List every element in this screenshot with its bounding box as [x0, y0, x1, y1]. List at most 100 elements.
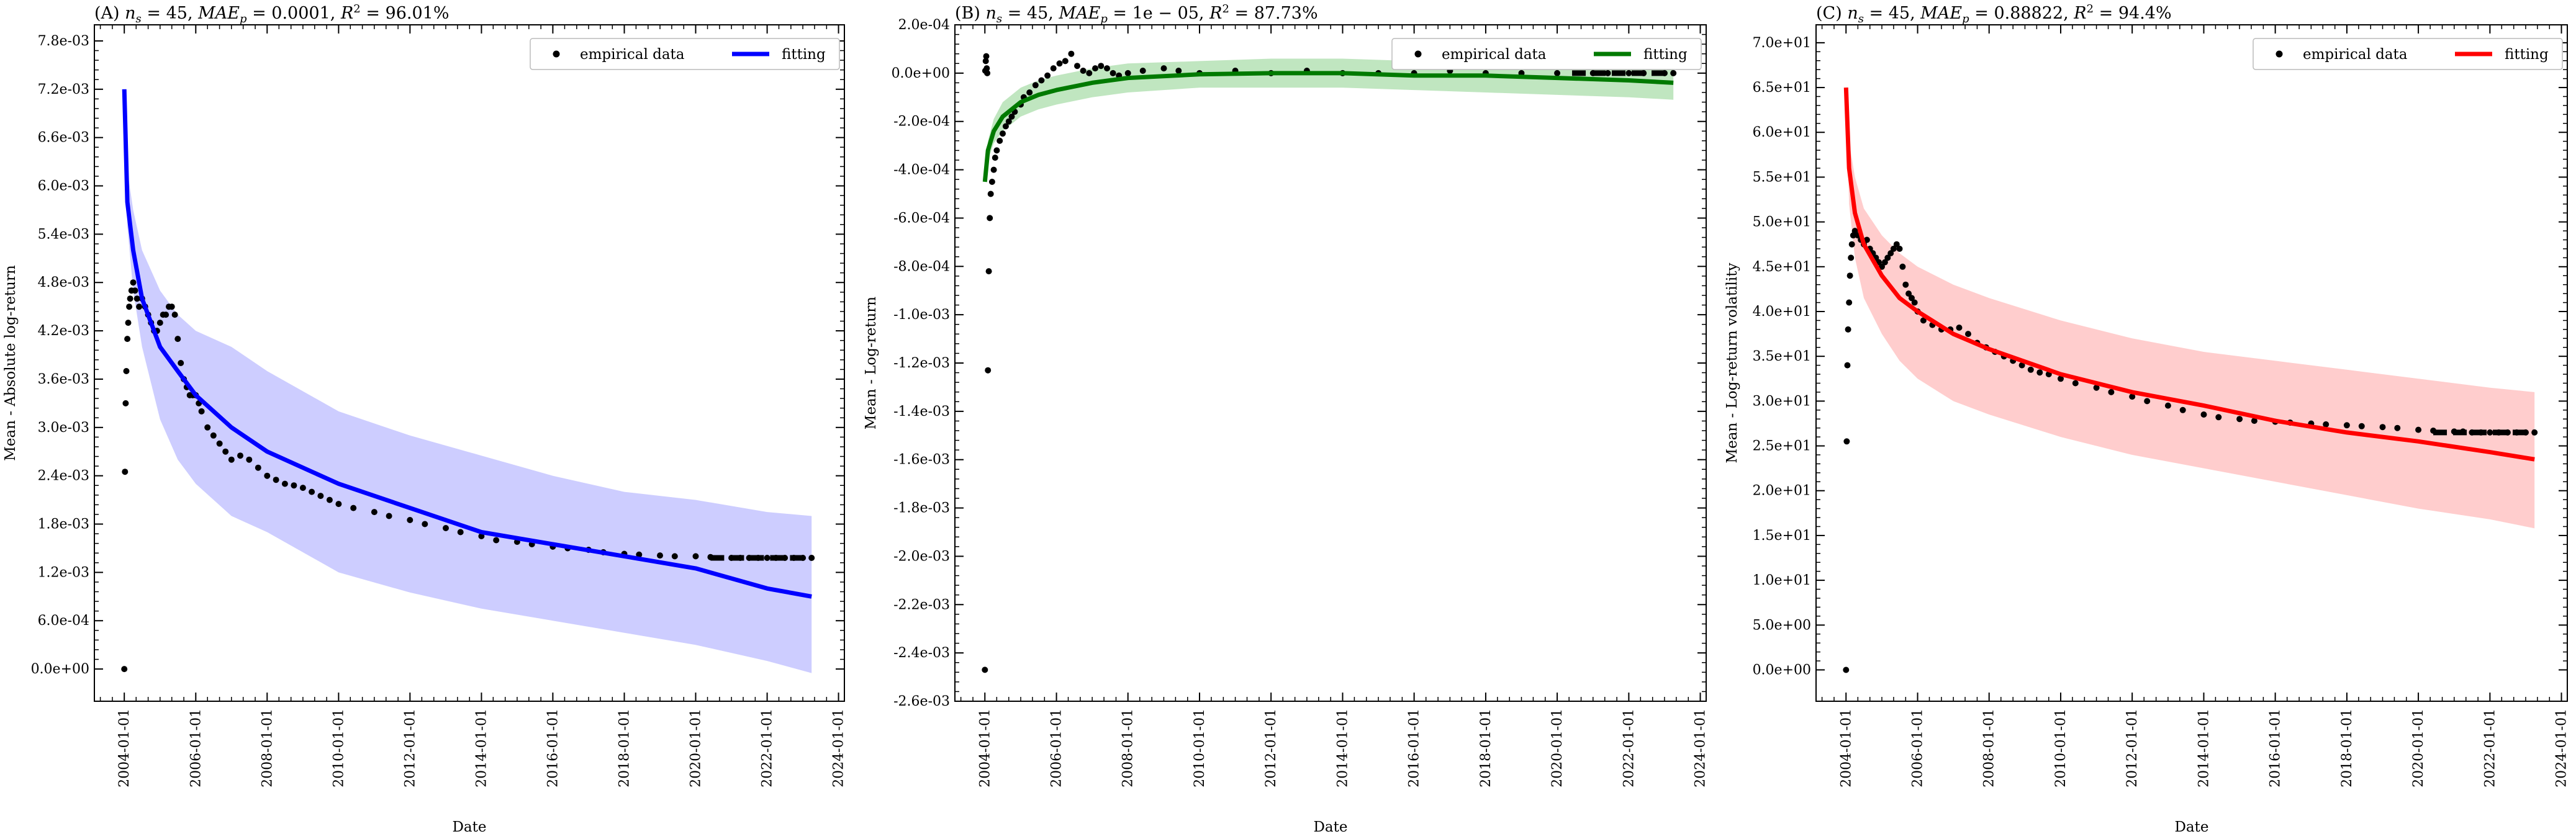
- empirical-point: [2236, 416, 2243, 423]
- y-tick-label: 2.4e-03: [38, 469, 89, 484]
- y-tick-label: -1.0e-03: [893, 307, 950, 323]
- empirical-point: [1965, 331, 1971, 338]
- empirical-point: [987, 215, 993, 222]
- empirical-point: [1884, 254, 1891, 261]
- y-tick-label: 7.0e+01: [1753, 35, 1811, 51]
- y-tick-label: 1.8e-03: [38, 517, 89, 532]
- panel-a: 0.0e+00 6.0e-04 1.2e-03 1.8e-03 2.4e-03 3.0e-…: [2, 2, 847, 835]
- empirical-point: [1080, 68, 1087, 74]
- empirical-point: [1881, 259, 1888, 266]
- y-tick-label: 3.0e+01: [1753, 393, 1811, 409]
- empirical-point: [264, 472, 271, 479]
- empirical-point: [335, 501, 342, 508]
- y-tick-label: 3.0e-03: [38, 420, 89, 436]
- y-tick-label: 4.5e+01: [1753, 259, 1811, 275]
- x-tick-label: 2004-01-01: [117, 709, 132, 787]
- x-tick-label: 2010-01-01: [1192, 709, 1208, 787]
- empirical-point: [990, 166, 997, 173]
- empirical-point: [1670, 70, 1677, 76]
- empirical-point: [2394, 424, 2401, 431]
- y-tick-label: 6.6e-03: [38, 130, 89, 146]
- y-tick-label: 5.5e+01: [1753, 169, 1811, 185]
- x-tick-label: 2022-01-01: [1621, 709, 1637, 787]
- y-tick-label: -1.2e-03: [893, 356, 950, 371]
- y-tick-label: -1.8e-03: [893, 501, 950, 516]
- empirical-point: [204, 424, 211, 431]
- x-tick-label: 2008-01-01: [1121, 709, 1136, 787]
- y-tick-label: 6.0e+01: [1753, 125, 1811, 140]
- empirical-point: [422, 521, 428, 527]
- empirical-point: [174, 336, 181, 343]
- y-tick-label: -6.0e-04: [893, 210, 950, 226]
- empirical-point: [982, 58, 989, 65]
- empirical-point: [1848, 254, 1855, 261]
- y-tick-label: 7.2e-03: [38, 82, 89, 97]
- empirical-point: [210, 432, 217, 439]
- empirical-point: [764, 555, 771, 561]
- y-tick-label: -4.0e-04: [893, 163, 950, 178]
- x-tick-label: 2006-01-01: [1049, 709, 1065, 787]
- empirical-point: [2200, 411, 2207, 418]
- empirical-point: [1843, 438, 1850, 445]
- empirical-point: [1005, 118, 1012, 125]
- empirical-point: [1000, 130, 1006, 137]
- empirical-point: [982, 666, 988, 673]
- x-tick-label: 2014-01-01: [474, 709, 489, 787]
- empirical-point: [168, 303, 175, 310]
- empirical-point: [985, 367, 992, 374]
- empirical-point: [1909, 295, 1915, 302]
- y-tick-label: 3.5e+01: [1753, 349, 1811, 364]
- empirical-point: [124, 336, 131, 343]
- empirical-point: [983, 65, 990, 72]
- y-tick-label: 5.0e+01: [1753, 215, 1811, 230]
- x-tick-label: 2020-01-01: [688, 709, 703, 787]
- y-tick-label: 6.5e+01: [1753, 80, 1811, 96]
- empirical-point: [457, 529, 464, 536]
- y-axis-label: Mean - Log-return: [863, 297, 879, 429]
- legend-marker-empirical: [1414, 50, 1422, 58]
- legend-label-empirical: empirical data: [580, 47, 685, 63]
- y-tick-label: 4.0e+01: [1753, 304, 1811, 320]
- empirical-point: [2323, 421, 2330, 428]
- y-tick-label: 4.8e-03: [38, 275, 89, 290]
- legend-box: [530, 38, 840, 70]
- empirical-point: [317, 493, 324, 500]
- panel-c: 0.0e+00 5.0e+00 1.0e+01 1.5e+01 2.0e+01 2.5e+…: [1724, 2, 2570, 835]
- empirical-point: [1896, 245, 1903, 252]
- y-tick-label: -1.4e-03: [893, 404, 950, 420]
- x-tick-label: 2024-01-01: [1693, 709, 1709, 787]
- x-tick-label: 2004-01-01: [1838, 709, 1854, 787]
- empirical-point: [2251, 418, 2257, 424]
- y-tick-label: -2.0e-04: [893, 114, 950, 130]
- empirical-point: [1879, 263, 1885, 270]
- y-tick-label: 1.0e+01: [1753, 573, 1811, 588]
- panel-title: (A) ns = 45, MAEp = 0.0001, R2 = 96.01%: [94, 2, 449, 25]
- empirical-point: [493, 537, 500, 544]
- y-tick-label: 5.0e+00: [1753, 617, 1811, 633]
- empirical-point: [222, 448, 229, 455]
- panel-title: (C) ns = 45, MAEp = 0.88822, R2 = 94.4%: [1816, 2, 2172, 25]
- empirical-point: [2164, 402, 2171, 409]
- empirical-point: [2072, 380, 2079, 387]
- empirical-point: [1074, 63, 1080, 70]
- y-tick-label: -2.0e-03: [893, 549, 950, 564]
- x-tick-label: 2006-01-01: [1910, 709, 1926, 787]
- empirical-point: [997, 137, 1003, 144]
- empirical-point: [1109, 70, 1116, 76]
- y-tick-label: 7.8e-03: [38, 34, 89, 49]
- empirical-point: [993, 147, 1000, 154]
- empirical-point: [299, 485, 306, 491]
- empirical-point: [1008, 113, 1015, 120]
- x-axis-label: Date: [1313, 819, 1347, 835]
- empirical-point: [198, 408, 205, 415]
- legend: empirical data fitting: [1391, 38, 1702, 70]
- fit-line: [982, 71, 1674, 182]
- empirical-point: [228, 456, 235, 463]
- empirical-point: [1851, 228, 1858, 235]
- y-axis-label: Mean - Log-return volatility: [1724, 263, 1740, 464]
- empirical-point: [273, 477, 279, 483]
- empirical-point: [1050, 65, 1057, 72]
- empirical-point: [1104, 65, 1110, 72]
- x-tick-label: 2020-01-01: [1550, 709, 1565, 787]
- empirical-point: [136, 303, 143, 310]
